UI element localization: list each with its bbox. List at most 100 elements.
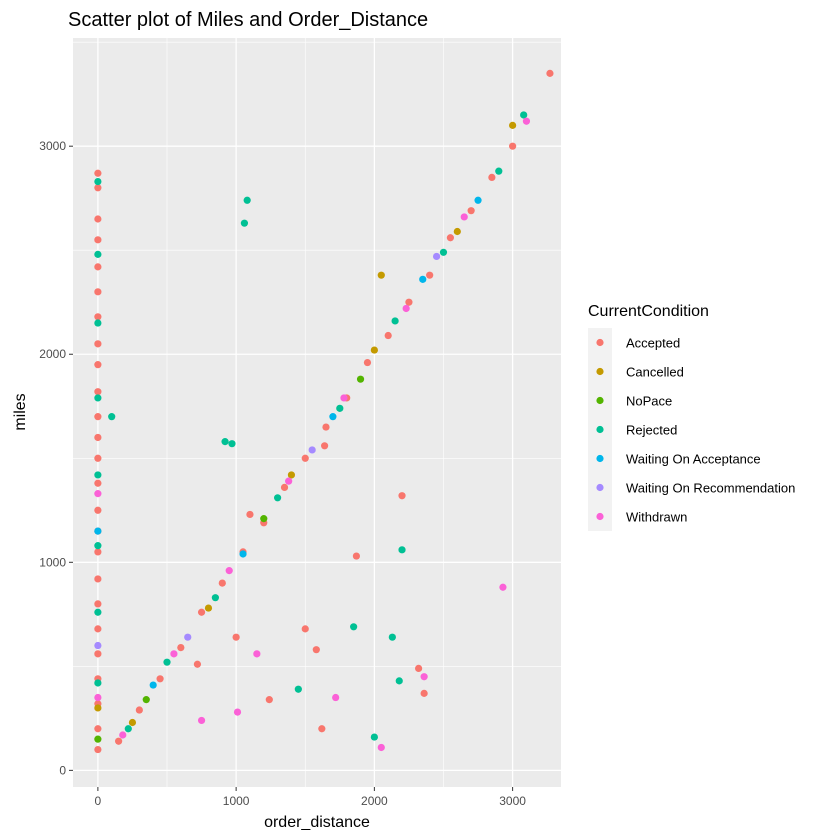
data-point [94, 735, 102, 743]
data-point [446, 234, 455, 242]
data-point [197, 716, 206, 725]
data-point [184, 633, 192, 641]
data-point [94, 288, 102, 296]
data-point [356, 375, 365, 383]
data-point [377, 743, 385, 752]
series-waiting-on-acceptance [94, 196, 482, 689]
data-point [94, 625, 102, 633]
data-point [402, 304, 410, 313]
grid-lines [73, 38, 561, 787]
data-point [246, 510, 254, 519]
legend-swatch [596, 425, 604, 434]
plot-panel [73, 38, 561, 787]
data-points [94, 69, 554, 754]
data-point [94, 679, 102, 687]
data-point [388, 633, 396, 641]
legend-label: NoPace [626, 394, 672, 409]
x-tick-label: 2000 [361, 794, 388, 808]
data-point [163, 658, 171, 666]
data-point [94, 177, 102, 186]
data-point [522, 117, 531, 125]
data-point [460, 213, 468, 221]
data-point [94, 725, 102, 733]
y-tick-label: 3000 [39, 139, 66, 153]
y-tick-label: 1000 [39, 555, 66, 569]
data-point [142, 696, 150, 704]
data-point [495, 167, 503, 175]
data-point [94, 490, 102, 498]
legend-label: Waiting On Acceptance [626, 452, 761, 467]
legend: CurrentCondition Accepted Cancelled NoPace… [588, 303, 795, 531]
data-point [94, 340, 102, 348]
data-point [395, 677, 403, 685]
data-point [509, 142, 517, 150]
legend-swatch [596, 454, 604, 463]
x-tick-label: 1000 [223, 794, 250, 808]
data-point [253, 650, 261, 658]
data-point [204, 604, 213, 612]
data-point [211, 594, 219, 602]
data-point [156, 675, 164, 683]
x-axis-title: order_distance [264, 814, 370, 831]
data-point [377, 271, 385, 279]
data-point [332, 693, 340, 702]
legend-swatch [596, 512, 604, 521]
series-accepted [94, 69, 554, 754]
data-point [225, 567, 233, 575]
data-point [285, 477, 293, 485]
legend-label: Cancelled [626, 365, 684, 380]
data-point [119, 731, 127, 739]
data-point [94, 169, 102, 177]
data-point [94, 361, 102, 369]
data-point [384, 331, 392, 340]
legend-label: Rejected [626, 423, 677, 438]
data-point [149, 681, 157, 689]
data-point [520, 111, 528, 119]
data-point [94, 319, 102, 327]
data-point [94, 184, 102, 192]
data-point [94, 542, 102, 550]
y-tick-label: 2000 [39, 347, 66, 361]
data-point [170, 650, 178, 658]
data-point [94, 704, 102, 712]
data-point [352, 552, 360, 560]
data-point [260, 515, 268, 523]
data-point [94, 236, 102, 244]
legend-swatch [596, 483, 604, 492]
data-point [420, 673, 428, 681]
data-point [177, 644, 185, 652]
legend-label: Waiting On Recommendation [626, 481, 795, 496]
data-point [419, 275, 427, 283]
legend-title: CurrentCondition [588, 303, 709, 320]
data-point [301, 625, 309, 633]
x-tick-label: 3000 [499, 794, 526, 808]
data-point [391, 317, 399, 325]
data-point [94, 527, 102, 535]
data-point [340, 394, 348, 402]
data-point [308, 446, 316, 454]
data-point [94, 433, 102, 442]
series-withdrawn [94, 117, 531, 752]
data-point [221, 438, 229, 446]
data-point [509, 121, 517, 129]
data-point [218, 579, 226, 587]
data-point [94, 641, 102, 650]
data-point [420, 689, 428, 697]
data-point [336, 404, 344, 412]
data-point [432, 252, 441, 261]
data-point [239, 550, 247, 558]
data-point [135, 706, 143, 714]
data-point [94, 250, 102, 258]
data-point [108, 413, 116, 421]
data-point [94, 263, 102, 271]
data-point [94, 313, 102, 321]
x-tick-label: 0 [95, 794, 102, 808]
data-point [294, 685, 302, 693]
data-point [312, 646, 320, 654]
data-point [94, 479, 102, 487]
data-point [363, 358, 372, 367]
data-point [94, 413, 102, 421]
data-point [94, 575, 102, 583]
y-tick-label: 0 [59, 763, 66, 777]
